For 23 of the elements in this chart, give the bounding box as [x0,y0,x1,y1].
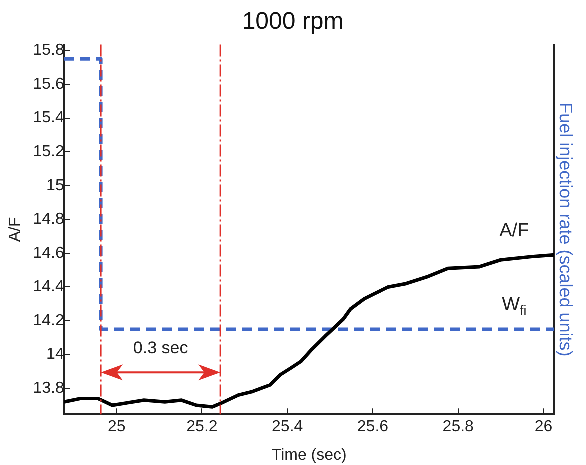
y-tick-label: 15.2 [33,143,64,160]
y-tick-label: 15 [46,177,64,194]
y-tick-label: 15.4 [33,110,64,127]
annotation: 0.3 sec [133,338,189,358]
y-tick-label: 14.8 [33,211,64,228]
y2-axis-title: Fuel injection rate (scaled units) [556,102,576,357]
x-tick-label: 25.4 [272,418,304,436]
x-tick-label: 25.2 [186,418,218,436]
y-tick-label: 15.8 [33,42,64,60]
x-axis-title: Time (sec) [272,446,347,464]
x-tick-label: 25.8 [442,418,474,436]
x-tick-label: 25 [108,418,126,436]
chart-title: 1000 rpm [242,8,344,36]
series-label: A/F [500,220,530,242]
y-tick-label: 13.8 [33,380,64,397]
y-axis-title: A/F [7,217,24,242]
y-tick-label: 14.4 [33,278,64,296]
y-tick-label: 15.6 [33,76,64,93]
y-tick-label: 14.2 [33,312,64,330]
y-tick-label: 14.6 [33,244,64,262]
x-tick-label: 26 [534,418,553,436]
x-tick-label: 25.6 [357,418,389,436]
y-tick-label: 14 [46,346,64,364]
